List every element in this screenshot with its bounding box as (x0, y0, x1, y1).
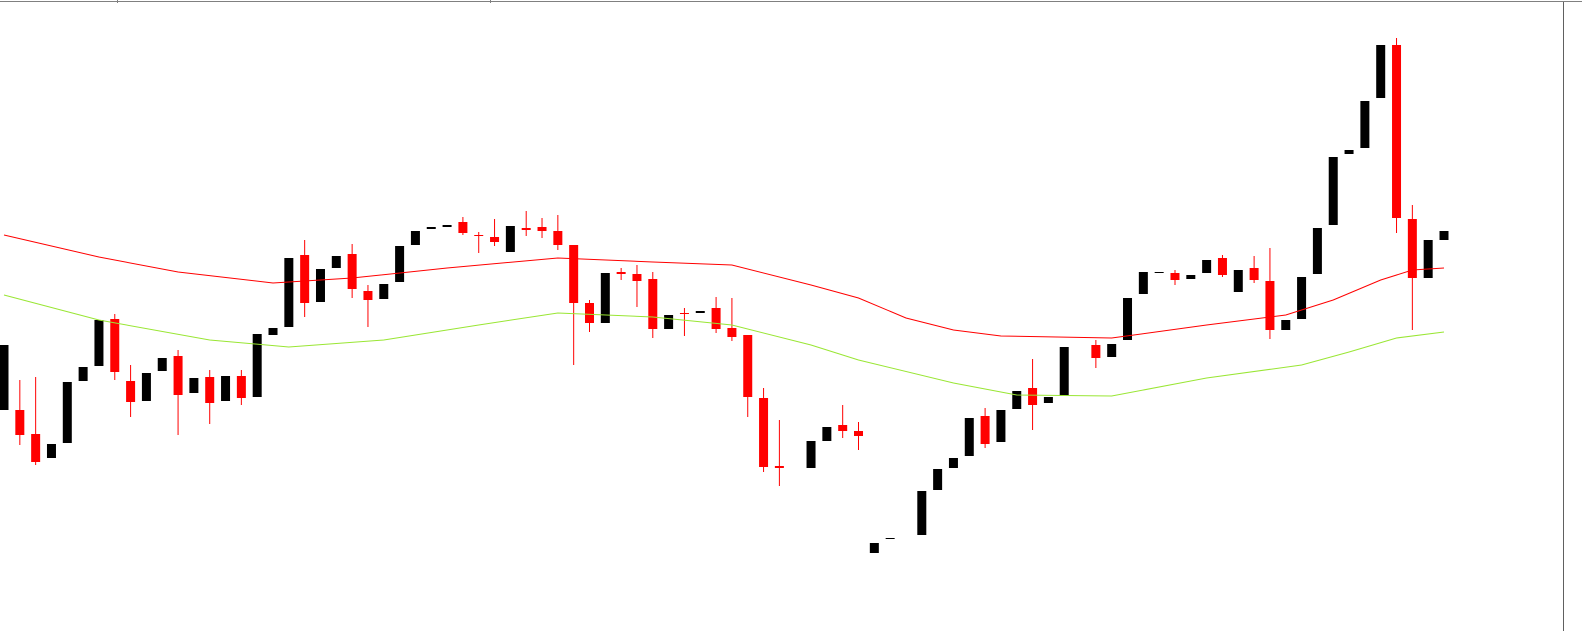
candle-body (1186, 275, 1196, 279)
candle-body (1392, 45, 1402, 218)
candle-body (110, 319, 120, 372)
moving-average-line (3, 234, 1445, 339)
candle-body (490, 237, 500, 242)
candle-body (347, 254, 357, 289)
candle-body (1265, 281, 1275, 330)
candle-body (648, 279, 658, 329)
candle-body (1344, 150, 1354, 154)
candle-body (1407, 219, 1417, 278)
candle-body (141, 373, 151, 401)
candle-body (616, 272, 626, 274)
candle-body (569, 245, 579, 303)
candle-body (1202, 260, 1212, 273)
moving-average-line (3, 294, 1445, 397)
candle-body (838, 425, 848, 431)
candle-body (759, 398, 769, 467)
candle-body (252, 334, 262, 397)
candle-body (1249, 268, 1259, 280)
candle-body (410, 231, 420, 245)
candle-body (695, 311, 705, 313)
candle-body (727, 328, 737, 337)
candle-body (173, 356, 183, 395)
candle-body (1217, 258, 1227, 275)
candle-body (1123, 298, 1133, 340)
candle-body (521, 228, 531, 230)
candle-body (948, 458, 958, 468)
candle-body (806, 441, 816, 468)
candle-body (62, 382, 72, 443)
candle-body (1376, 45, 1386, 98)
candle-body (1360, 101, 1370, 148)
candle-body (854, 431, 864, 436)
candle-body (31, 434, 41, 462)
candle-body (933, 469, 943, 490)
candle-body (1059, 347, 1069, 396)
candle-body (284, 258, 294, 327)
candle-body (442, 225, 452, 227)
candle-body (426, 227, 436, 229)
candle-body (300, 255, 310, 303)
candle-body (189, 378, 199, 393)
candle-body (1328, 157, 1338, 225)
candle-body (315, 269, 325, 302)
candle-body (78, 367, 88, 381)
candle-body (964, 418, 974, 456)
candle-body (1170, 273, 1180, 280)
candle-body (1138, 272, 1148, 294)
candle-body (157, 358, 167, 371)
candle-body (869, 543, 879, 553)
candle-body (94, 320, 104, 366)
candle-body (46, 444, 56, 458)
candle-body (885, 538, 895, 539)
candle-body (1312, 228, 1322, 274)
candle-body (537, 227, 547, 231)
candle-body (980, 416, 990, 444)
candle-body (1028, 388, 1038, 405)
candle-body (1439, 231, 1449, 240)
candle-body (1107, 344, 1117, 357)
candle-body (774, 466, 784, 468)
plot-area (0, 38, 1449, 553)
candle-body (1154, 272, 1164, 273)
candle-body (0, 345, 9, 410)
candle-body (553, 231, 563, 245)
candle-body (632, 274, 642, 281)
candle-body (1043, 397, 1053, 403)
candle-body (1091, 345, 1101, 358)
candle-body (268, 328, 278, 335)
candle-body (236, 376, 246, 398)
candle-body (1233, 270, 1243, 292)
candle-body (221, 376, 231, 401)
candle-body (331, 256, 341, 268)
candle-body (1281, 320, 1291, 330)
candle-body (474, 235, 484, 236)
candle-body (379, 284, 389, 299)
candle-body (205, 377, 215, 403)
candle-body (363, 291, 373, 300)
candle-body (664, 315, 674, 329)
candle-body (679, 313, 689, 314)
candle-body (505, 226, 515, 252)
candle-body (711, 308, 721, 329)
candle-body (1423, 240, 1433, 278)
candle-body (996, 410, 1006, 442)
candle-body (1297, 277, 1307, 319)
candle-body (584, 303, 594, 323)
candle-body (917, 491, 927, 535)
candle-body (600, 273, 610, 323)
candle-body (1012, 391, 1022, 409)
candle-body (458, 222, 468, 233)
candle-body (126, 381, 136, 402)
candle-body (743, 335, 753, 397)
candle-body (822, 427, 832, 441)
candle-body (395, 246, 405, 282)
candle-body (15, 410, 25, 435)
